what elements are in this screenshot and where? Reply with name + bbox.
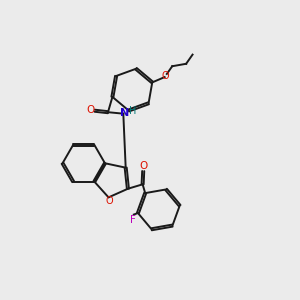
Text: F: F	[130, 214, 136, 225]
Text: O: O	[161, 71, 169, 82]
Text: O: O	[105, 196, 113, 206]
Text: O: O	[139, 161, 147, 171]
Text: H: H	[129, 106, 136, 116]
Text: O: O	[87, 105, 95, 115]
Text: N: N	[120, 108, 130, 118]
